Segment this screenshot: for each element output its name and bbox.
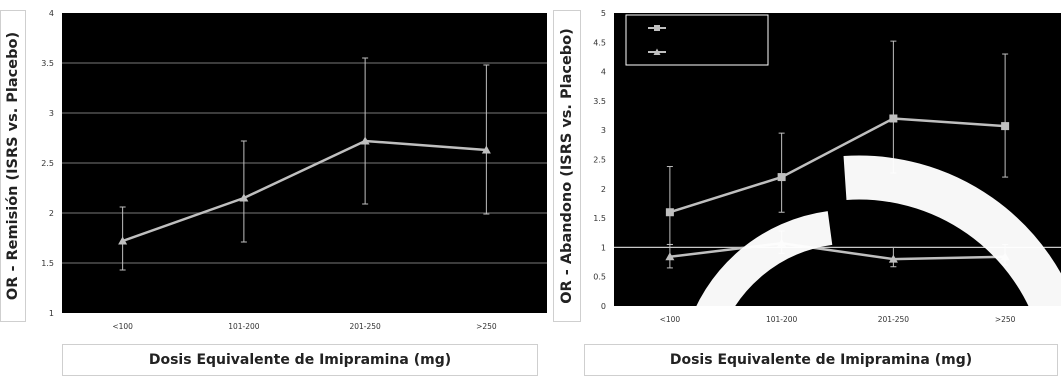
y-tick-label: 4: [601, 68, 606, 77]
data-point-square: [665, 208, 674, 217]
data-point-square: [777, 173, 786, 182]
y-tick-label: 2.5: [593, 156, 606, 165]
y-tick-label: 3.5: [41, 59, 54, 68]
x-tick-label: >250: [476, 322, 497, 331]
y-tick-label: 1.5: [593, 214, 606, 223]
data-point-triangle: [239, 193, 249, 202]
y-tick-label: 4.5: [593, 38, 606, 47]
y-tick-label: 3: [49, 109, 54, 118]
x-tick-label: 101-200: [766, 315, 798, 324]
data-point-square: [889, 114, 898, 123]
right-ylabel: OR - Abandono (ISRS vs. Placebo): [559, 28, 575, 304]
legend-box: [625, 14, 769, 66]
x-tick-label: <100: [112, 322, 133, 331]
data-point-triangle: [360, 136, 370, 145]
y-tick-label: 1: [49, 309, 54, 318]
y-tick-label: 0.5: [593, 273, 606, 282]
right-ylabel-box: OR - Abandono (ISRS vs. Placebo): [553, 10, 581, 322]
right-xlabel-box: Dosis Equivalente de Imipramina (mg): [584, 344, 1058, 376]
left-ylabel-box: OR - Remisión (ISRS vs. Placebo): [0, 10, 26, 322]
data-point-triangle: [665, 252, 675, 261]
y-tick-label: 1: [601, 243, 606, 252]
y-tick-label: 5: [601, 9, 606, 18]
left-xlabel: Dosis Equivalente de Imipramina (mg): [148, 352, 452, 368]
abandono-chart: 0 0.5 1 1.5 2 2.5 3 3.5 4 4.5 5 <100 101-200 201-250 >…: [593, 9, 1061, 324]
x-tick-label: <100: [660, 315, 681, 324]
x-tick-label: 201-250: [878, 315, 910, 324]
x-tick-label: 201-250: [349, 322, 381, 331]
y-tick-label: 0: [601, 302, 606, 311]
series-line-0: [122, 139, 487, 243]
y-tick-label: 3: [601, 126, 606, 135]
left-xlabel-box: Dosis Equivalente de Imipramina (mg): [62, 344, 538, 376]
right-xlabel: Dosis Equivalente de Imipramina (mg): [669, 352, 973, 368]
left-ylabel: OR - Remisión (ISRS vs. Placebo): [5, 31, 22, 301]
data-point-triangle: [118, 236, 128, 245]
x-tick-label: 101-200: [228, 322, 260, 331]
data-point-triangle: [481, 145, 491, 154]
legend-marker-square: [654, 25, 660, 31]
y-tick-label: 4: [49, 9, 54, 18]
y-tick-label: 2: [49, 209, 54, 218]
y-tick-label: 2: [601, 185, 606, 194]
y-tick-label: 1.5: [41, 259, 54, 268]
legend-marker-triangle: [653, 48, 661, 55]
x-tick-label: >250: [995, 315, 1016, 324]
data-point-square: [1001, 122, 1010, 131]
y-tick-label: 2.5: [41, 159, 54, 168]
y-tick-label: 3.5: [593, 97, 606, 106]
series-line-0: [669, 117, 1006, 214]
remision-chart: 1 1.5 2 2.5 3 3.5 4 <100 101-200 201-250 >250: [41, 9, 547, 331]
